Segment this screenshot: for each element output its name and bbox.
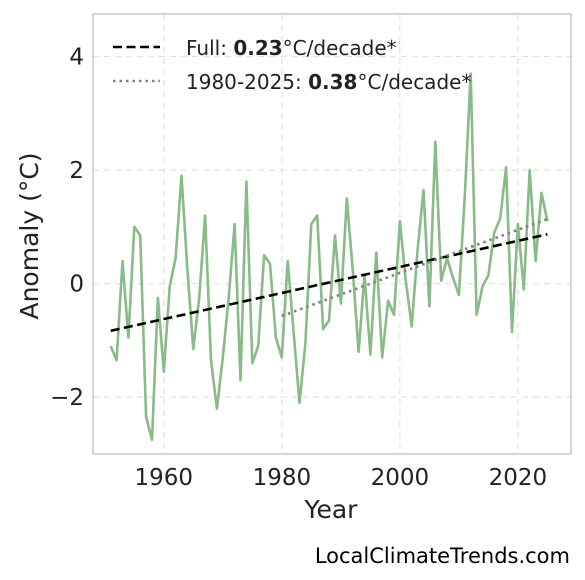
y-tick-label: 4 — [69, 45, 84, 71]
x-tick-label: 1980 — [253, 465, 312, 491]
x-axis-label: Year — [304, 495, 359, 524]
trend-line-full — [110, 233, 548, 333]
plot-frame — [92, 13, 572, 455]
x-tick-label: 1960 — [135, 465, 194, 491]
anomaly-line — [109, 72, 549, 442]
x-tick-label: 2020 — [489, 465, 548, 491]
y-tick-label: −2 — [50, 385, 84, 411]
legend-recent-label: 1980-2025: 0.38°C/decade* — [186, 70, 471, 94]
legend: Full: 0.23°C/decade* 1980-2025: 0.38°C/d… — [113, 36, 471, 94]
y-tick-label: 2 — [69, 158, 84, 184]
trend-line-1980-2025 — [281, 217, 548, 318]
y-axis-label: Anomaly (°C) — [15, 152, 44, 319]
credit-text: LocalClimateTrends.com — [314, 544, 570, 568]
legend-full-label: Full: 0.23°C/decade* — [186, 36, 397, 60]
y-tick-label: 0 — [69, 272, 84, 298]
x-tick-label: 2000 — [371, 465, 430, 491]
